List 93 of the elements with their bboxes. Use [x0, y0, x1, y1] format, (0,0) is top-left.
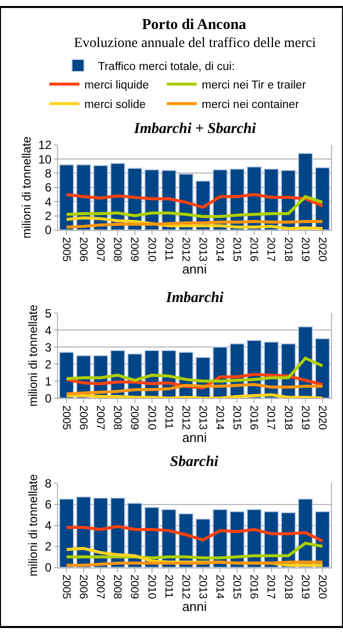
x-tick-label: 2017	[264, 574, 277, 600]
bar	[59, 498, 74, 568]
x-tick-label: 2020	[316, 237, 328, 262]
y-tick-label: 12	[38, 138, 52, 152]
x-tick-label: 2018	[282, 405, 294, 430]
x-tick-label: 2010	[145, 405, 158, 430]
x-axis-title: anni	[182, 262, 207, 277]
y-tick-label: 5	[44, 306, 52, 320]
x-tick-label: 2015	[230, 574, 243, 600]
x-tick-label: 2006	[77, 405, 90, 430]
y-tick-label: 2	[44, 540, 52, 554]
x-tick-label: 2006	[77, 574, 90, 600]
y-axis-title: milioni di tonnellate	[26, 304, 40, 407]
legend-label: merci nei Tir e trailer	[202, 80, 306, 92]
y-tick-label: 0	[44, 223, 52, 238]
x-tick-label: 2005	[60, 405, 72, 430]
y-tick-label: 2	[44, 208, 52, 223]
y-tick-label: 3	[44, 340, 52, 354]
x-axis-title: anni	[182, 599, 207, 614]
bar	[59, 352, 74, 398]
x-tick-label: 2018	[282, 237, 294, 262]
x-tick-label: 2005	[60, 574, 72, 600]
y-tick-label: 6	[44, 180, 52, 195]
bar	[314, 338, 330, 398]
x-tick-label: 2012	[179, 574, 192, 600]
x-tick-label: 2017	[264, 405, 277, 430]
legend-label: Traffico merci totale, di cui:	[98, 60, 235, 73]
x-tick-label: 2019	[298, 405, 311, 430]
x-tick-label: 2008	[111, 237, 124, 262]
x-tick-label: 2007	[94, 574, 106, 600]
x-tick-label: 2012	[179, 405, 192, 430]
line-series	[65, 356, 324, 383]
x-tick-label: 2013	[196, 237, 208, 262]
legend-label: merci liquide	[84, 80, 149, 92]
chart-title: Imbarchi + Sbarchi	[133, 121, 257, 137]
y-tick-label: 10	[38, 152, 52, 166]
x-tick-label: 2014	[214, 405, 226, 430]
x-tick-label: 2013	[196, 574, 208, 600]
x-tick-label: 2012	[179, 237, 192, 262]
x-tick-label: 2010	[145, 237, 158, 262]
x-tick-label: 2011	[162, 237, 174, 261]
x-tick-label: 2019	[298, 237, 311, 262]
x-tick-label: 2006	[77, 237, 90, 262]
x-tick-label: 2019	[298, 574, 311, 600]
text: Evoluzione annuale del traffico delle merci	[74, 36, 316, 51]
x-tick-label: 2011	[162, 574, 174, 598]
x-tick-label: 2005	[60, 237, 72, 262]
y-tick-label: 4	[44, 323, 52, 338]
legend-label: merci solide	[84, 99, 146, 112]
x-tick-label: 2015	[230, 237, 243, 262]
y-axis-title: milioni di tonnellate	[20, 136, 34, 238]
x-tick-label: 2016	[248, 237, 260, 262]
y-tick-label: 1	[44, 374, 52, 388]
x-tick-label: 2014	[214, 237, 226, 262]
line-series	[65, 542, 324, 560]
x-tick-label: 2017	[264, 237, 277, 262]
line-series	[65, 195, 324, 218]
x-tick-label: 2016	[248, 405, 260, 430]
line-series	[65, 383, 324, 396]
y-axis-title: milioni di tonnellate	[26, 474, 40, 576]
x-tick-label: 2020	[316, 405, 328, 430]
chart-title: Imbarchi	[165, 290, 224, 306]
x-tick-label: 2016	[248, 574, 260, 600]
x-tick-label: 2007	[94, 237, 106, 262]
x-tick-label: 2008	[111, 405, 124, 430]
text: Porto di Ancona	[142, 17, 247, 33]
x-tick-label: 2018	[282, 574, 294, 600]
x-tick-label: 2015	[230, 405, 243, 430]
y-tick-label: 0	[44, 560, 52, 575]
x-tick-label: 2009	[128, 574, 140, 600]
y-tick-label: 4	[44, 518, 52, 532]
y-tick-label: 2	[44, 357, 52, 372]
chart-title: Sbarchi	[170, 454, 220, 470]
x-tick-label: 2009	[128, 405, 140, 430]
x-tick-label: 2020	[316, 574, 328, 600]
x-tick-label: 2014	[214, 574, 226, 600]
y-tick-label: 6	[44, 497, 52, 512]
line-series	[65, 193, 324, 209]
y-tick-label: 8	[44, 166, 52, 180]
x-tick-label: 2009	[128, 237, 140, 262]
y-tick-label: 4	[44, 194, 52, 209]
x-tick-label: 2010	[145, 574, 158, 600]
bar	[59, 164, 74, 230]
x-tick-label: 2008	[111, 574, 124, 600]
x-tick-label: 2013	[196, 405, 208, 430]
line-series	[65, 524, 324, 543]
x-tick-label: 2011	[162, 405, 174, 430]
line-series	[65, 216, 324, 230]
y-tick-label: 8	[44, 476, 52, 490]
legend-label: merci nei container	[202, 99, 300, 112]
x-tick-label: 2007	[94, 405, 106, 430]
y-tick-label: 0	[44, 391, 52, 406]
x-axis-title: anni	[182, 430, 207, 445]
